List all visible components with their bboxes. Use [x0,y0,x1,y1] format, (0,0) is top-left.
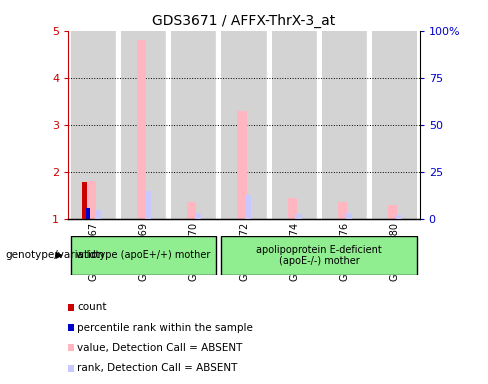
Text: percentile rank within the sample: percentile rank within the sample [77,323,253,333]
Bar [238,111,246,219]
Bar [121,31,166,219]
Bar [272,31,317,219]
Bar [86,208,90,219]
Bar [396,215,402,219]
Bar [222,236,417,275]
Bar [346,213,352,219]
Bar [322,31,367,219]
Bar [81,182,87,219]
Bar [145,191,151,219]
Bar [195,213,201,219]
Text: wildtype (apoE+/+) mother: wildtype (apoE+/+) mother [77,250,211,260]
Title: GDS3671 / AFFX-ThrX-3_at: GDS3671 / AFFX-ThrX-3_at [152,14,336,28]
Text: genotype/variation: genotype/variation [5,250,104,260]
Text: value, Detection Call = ABSENT: value, Detection Call = ABSENT [77,343,243,353]
Bar [71,31,116,219]
Bar [87,181,96,219]
Bar [372,31,417,219]
Bar [187,202,196,219]
Bar [287,198,297,219]
Text: count: count [77,302,106,312]
Bar [95,210,101,219]
Bar [137,40,146,219]
Bar [171,31,216,219]
Bar [296,214,302,219]
Text: rank, Detection Call = ABSENT: rank, Detection Call = ABSENT [77,363,238,373]
Bar [245,195,251,219]
Bar [222,31,266,219]
Bar [71,236,216,275]
Bar [388,205,397,219]
Bar [338,202,347,219]
Text: apolipoprotein E-deficient
(apoE-/-) mother: apolipoprotein E-deficient (apoE-/-) mot… [256,245,382,266]
